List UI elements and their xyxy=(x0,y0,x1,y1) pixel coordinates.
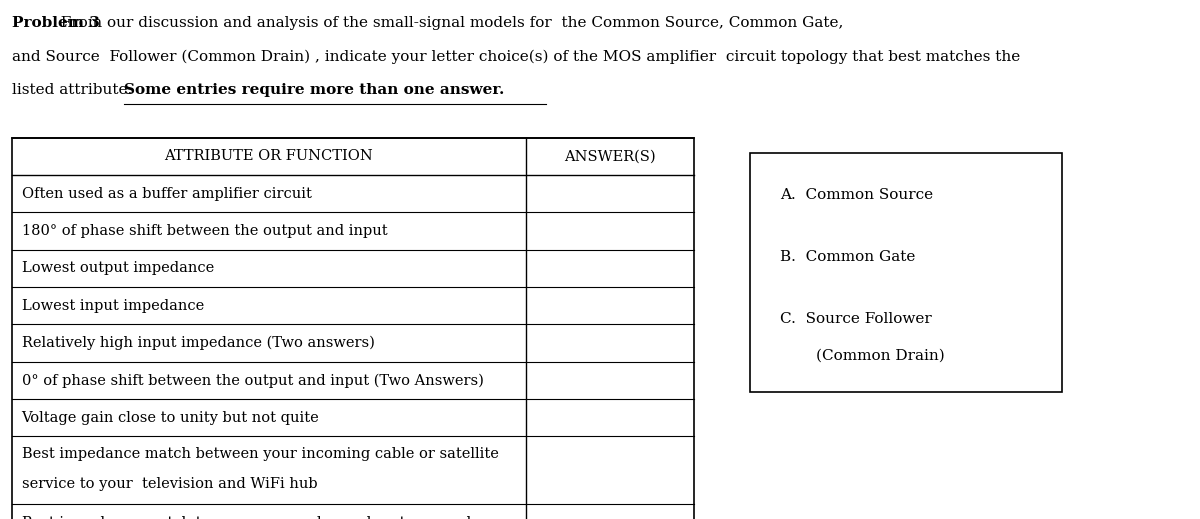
Text: Problem 3: Problem 3 xyxy=(12,16,100,30)
Text: Best impedance match between your incoming cable or satellite: Best impedance match between your incomi… xyxy=(22,447,498,461)
Text: service to your  television and WiFi hub: service to your television and WiFi hub xyxy=(22,477,317,491)
Text: Lowest output impedance: Lowest output impedance xyxy=(22,262,214,275)
Text: B.  Common Gate: B. Common Gate xyxy=(780,250,916,264)
Text: Some entries require more than one answer.: Some entries require more than one answe… xyxy=(124,83,504,97)
Text: Lowest input impedance: Lowest input impedance xyxy=(22,299,204,312)
Text: 180° of phase shift between the output and input: 180° of phase shift between the output a… xyxy=(22,224,388,238)
Text: ATTRIBUTE OR FUNCTION: ATTRIBUTE OR FUNCTION xyxy=(164,149,373,163)
Text: 0° of phase shift between the output and input (Two Answers): 0° of phase shift between the output and… xyxy=(22,373,484,388)
Text: Best impedance match to your surround-sound system speakers: Best impedance match to your surround-so… xyxy=(22,516,498,519)
Text: Voltage gain close to unity but not quite: Voltage gain close to unity but not quit… xyxy=(22,411,319,425)
Text: C.  Source Follower: C. Source Follower xyxy=(780,312,931,326)
Text: listed attribute.: listed attribute. xyxy=(12,83,142,97)
Text: From our discussion and analysis of the small-signal models for  the Common Sour: From our discussion and analysis of the … xyxy=(12,16,844,30)
Text: and Source  Follower (Common Drain) , indicate your letter choice(s) of the MOS : and Source Follower (Common Drain) , ind… xyxy=(12,49,1020,64)
Text: (Common Drain): (Common Drain) xyxy=(816,349,944,362)
Text: Often used as a buffer amplifier circuit: Often used as a buffer amplifier circuit xyxy=(22,187,312,200)
Text: ANSWER(S): ANSWER(S) xyxy=(564,149,655,163)
Text: Relatively high input impedance (Two answers): Relatively high input impedance (Two ans… xyxy=(22,336,374,350)
Text: A.  Common Source: A. Common Source xyxy=(780,188,934,201)
